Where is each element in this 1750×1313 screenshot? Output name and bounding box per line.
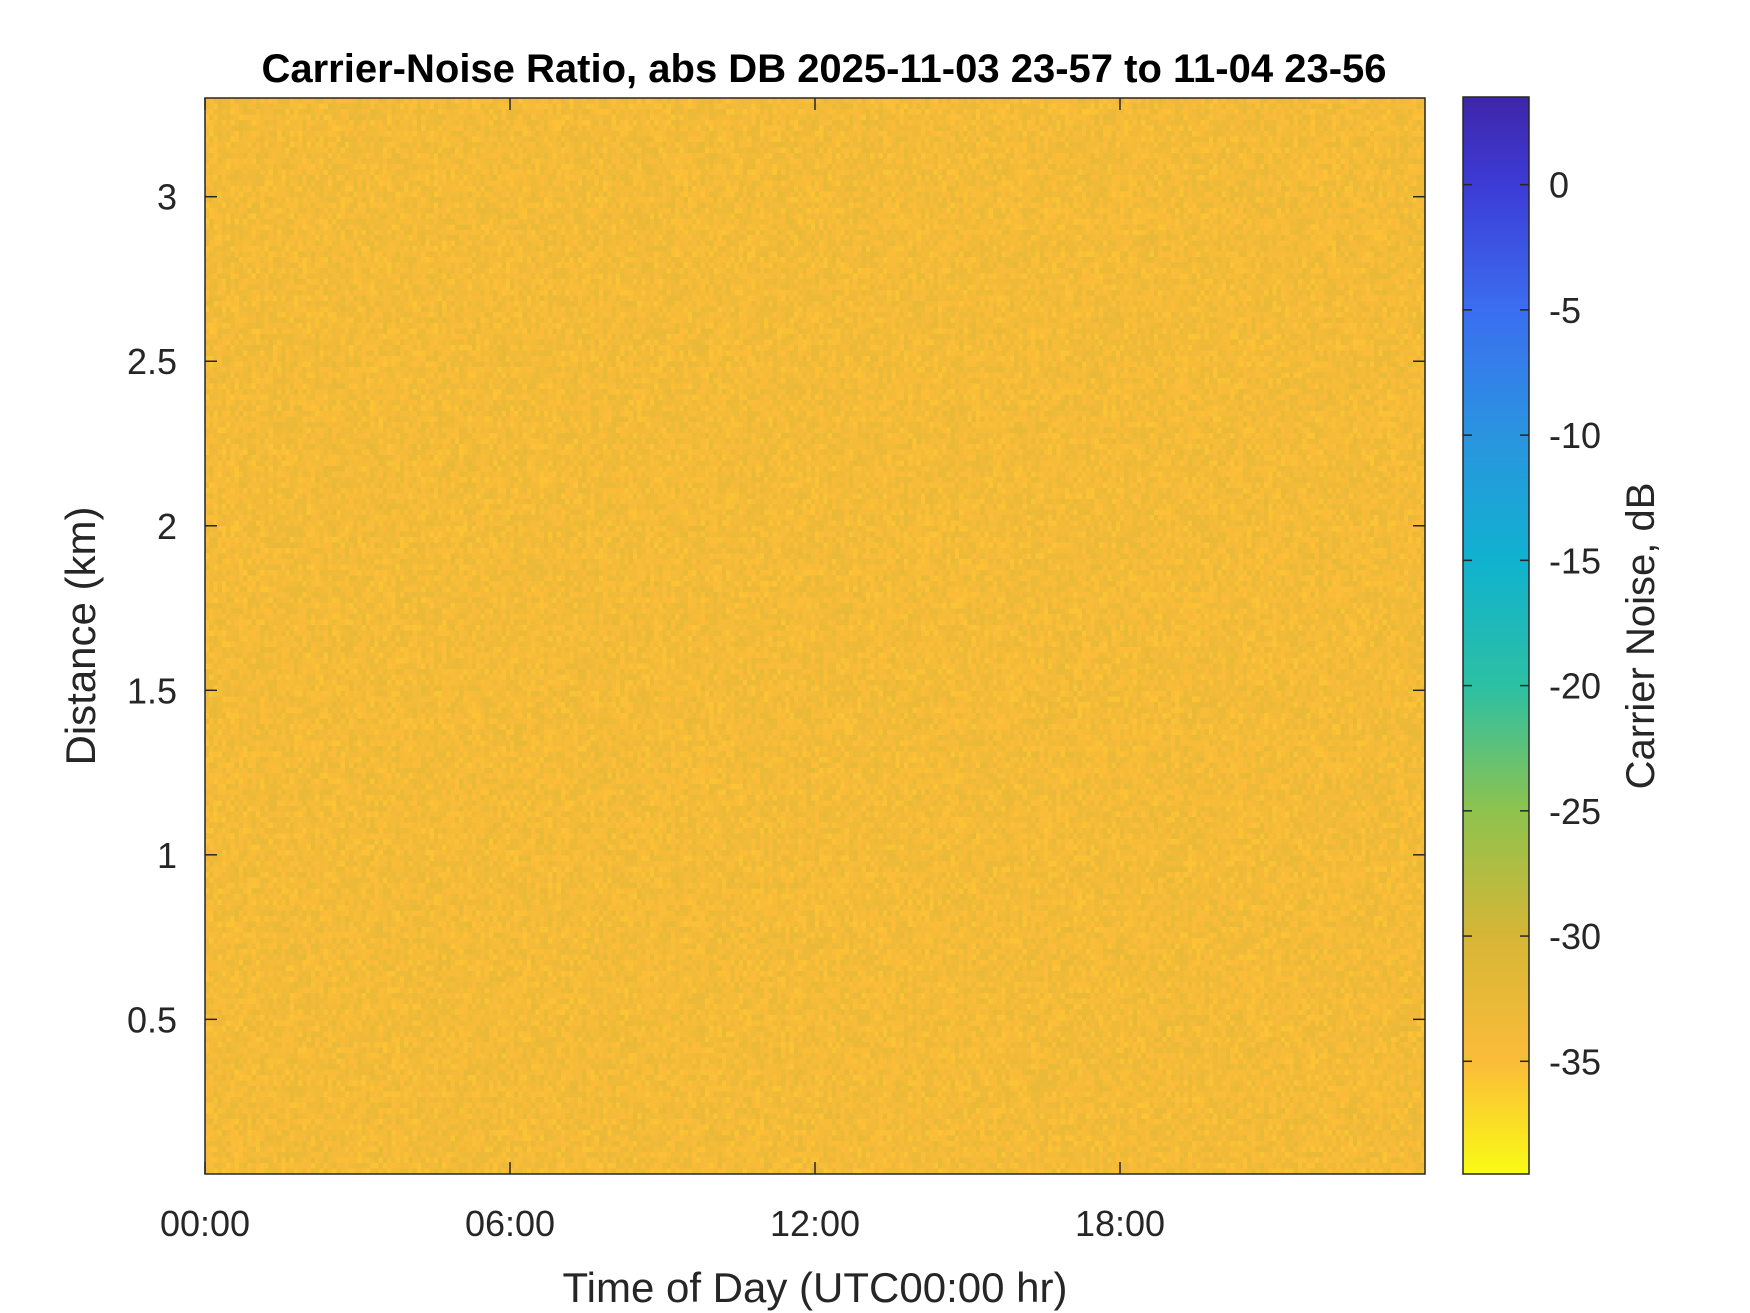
colorbar-gradient [1462,96,1530,1175]
x-tick-label: 18:00 [1075,1203,1165,1244]
colorbar-tick-label: -5 [1549,290,1581,331]
y-tick-label: 2.5 [127,341,177,382]
colorbar-tick-label: -25 [1549,791,1601,832]
colorbar-label: Carrier Noise, dB [1619,483,1663,790]
y-axis-ticks: 0.5 1 1.5 2 2.5 3 [127,177,1425,1040]
chart-title: Carrier-Noise Ratio, abs DB 2025-11-03 2… [261,47,1386,91]
x-axis-ticks: 00:00 06:00 12:00 18:00 [160,98,1165,1244]
colorbar-tick-label: -35 [1549,1041,1601,1082]
colorbar-ticks: 0 -5 -10 -15 -20 -25 -30 -35 [1463,165,1601,1082]
y-tick-label: 0.5 [127,999,177,1040]
x-tick-label: 00:00 [160,1203,250,1244]
colorbar: 0 -5 -10 -15 -20 -25 -30 -35 [1462,96,1601,1175]
colorbar-tick-label: -30 [1549,916,1601,957]
colorbar-tick-label: 0 [1549,165,1569,206]
colorbar-tick-label: -20 [1549,666,1601,707]
heatmap-image [205,98,1425,1174]
heatmap [205,98,1425,1174]
x-tick-label: 06:00 [465,1203,555,1244]
colorbar-tick-label: -15 [1549,540,1601,581]
y-axis-label: Distance (km) [57,506,104,765]
colorbar-tick-label: -10 [1549,415,1601,456]
x-axis-label: Time of Day (UTC00:00 hr) [563,1264,1068,1311]
x-tick-label: 12:00 [770,1203,860,1244]
y-tick-label: 1 [157,835,177,876]
y-tick-label: 2 [157,506,177,547]
y-tick-label: 3 [157,177,177,218]
y-tick-label: 1.5 [127,670,177,711]
